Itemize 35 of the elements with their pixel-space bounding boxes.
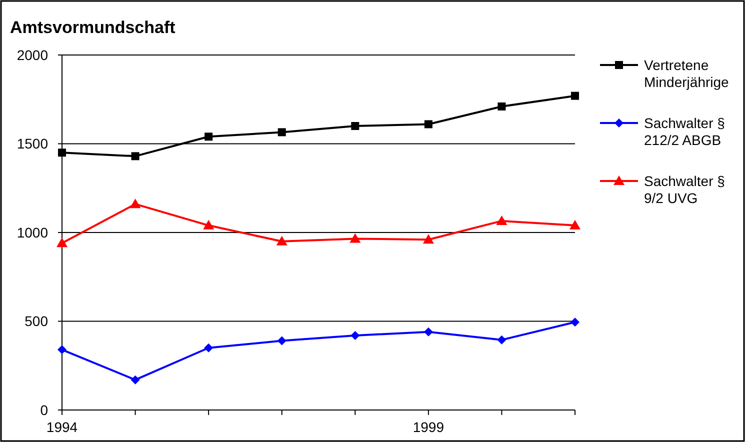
x-tick-label: 1994 <box>46 419 78 435</box>
point <box>277 336 286 346</box>
point <box>498 102 506 110</box>
point <box>203 220 214 230</box>
point <box>130 198 141 208</box>
chart-title: Amtsvormundschaft <box>10 18 176 37</box>
point <box>278 128 286 136</box>
y-tick-label: 0 <box>40 402 48 418</box>
point <box>350 330 360 340</box>
legend-label: Sachwalter § 9/2 UVG <box>644 172 725 206</box>
point <box>58 148 66 157</box>
point <box>570 220 580 230</box>
point <box>424 120 432 128</box>
point <box>58 345 66 354</box>
y-tick-label: 500 <box>24 313 48 330</box>
y-tick-label: 2000 <box>16 46 48 63</box>
y-tick-label: 1000 <box>16 224 48 240</box>
point <box>350 233 361 243</box>
x-tick-label: 1999 <box>412 419 444 435</box>
point <box>130 375 140 384</box>
point <box>496 215 508 225</box>
point <box>56 238 68 248</box>
legend-label: Sachwalter § 212/2 ABGB <box>644 114 725 148</box>
point <box>351 122 360 130</box>
point <box>424 327 433 336</box>
point <box>204 343 214 352</box>
point <box>422 234 434 244</box>
point <box>571 92 579 100</box>
point <box>276 236 288 246</box>
point <box>497 335 506 344</box>
point <box>204 132 213 141</box>
point <box>570 318 580 327</box>
y-tick-label: 1500 <box>16 136 48 152</box>
point <box>131 152 140 160</box>
legend-label: Vertretene Minderjährige <box>644 56 730 90</box>
